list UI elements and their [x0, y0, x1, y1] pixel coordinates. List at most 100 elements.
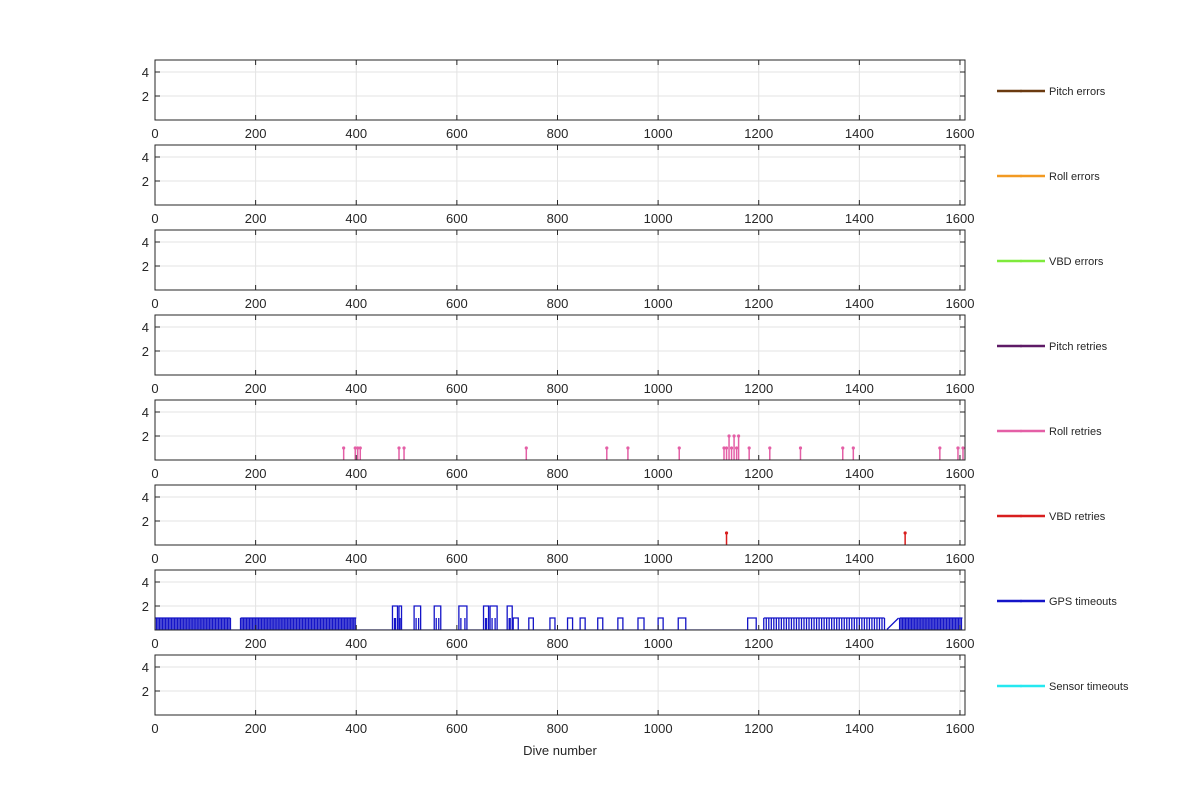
x-tick-label: 800 — [547, 466, 569, 481]
x-tick-label: 800 — [547, 296, 569, 311]
legend-entry: Pitch retries — [997, 341, 1108, 353]
x-tick-label: 1000 — [644, 466, 673, 481]
y-tick-label: 4 — [142, 660, 149, 675]
x-tick-label: 1000 — [644, 721, 673, 736]
legend-label: Roll retries — [1049, 426, 1102, 438]
x-tick-label: 200 — [245, 296, 267, 311]
x-tick-label: 0 — [151, 126, 158, 141]
legend-label: Pitch retries — [1049, 341, 1108, 353]
axes-box — [154, 59, 966, 121]
data-point — [956, 446, 960, 450]
x-tick-label: 0 — [151, 211, 158, 226]
x-tick-label: 1600 — [946, 466, 975, 481]
panel-5: 0 200 400 600 800 1000 1200 1400 1600 2 4 Roll retr… — [142, 399, 1102, 481]
plot-area — [155, 230, 965, 290]
x-tick-label: 800 — [547, 211, 569, 226]
data-point — [402, 446, 406, 450]
x-tick-label: 0 — [151, 381, 158, 396]
x-tick-label: 200 — [245, 636, 267, 651]
y-tick-label: 2 — [142, 344, 149, 359]
legend-marker — [1019, 599, 1023, 603]
panel-6: 0 200 400 600 800 1000 1200 1400 1600 2 4 VBD retri… — [142, 484, 1106, 566]
x-tick-label: 1600 — [946, 636, 975, 651]
x-tick-label: 800 — [547, 721, 569, 736]
data-point — [961, 446, 965, 450]
x-tick-label: 1000 — [644, 126, 673, 141]
panel-8: 0 200 400 600 800 1000 1200 1400 1600 2 4 Sensor ti… — [142, 654, 1129, 736]
data-point — [397, 446, 401, 450]
data-point — [734, 446, 739, 450]
x-tick-label: 800 — [547, 636, 569, 651]
data-point — [747, 446, 751, 450]
axes-box — [154, 229, 966, 291]
x-tick-label: 1000 — [644, 211, 673, 226]
x-tick-label: 200 — [245, 466, 267, 481]
x-tick-label: 800 — [547, 126, 569, 141]
legend-label: VBD retries — [1049, 511, 1106, 523]
data-point — [727, 434, 731, 438]
y-tick-label: 4 — [142, 320, 149, 335]
x-tick-label: 1600 — [946, 551, 975, 566]
x-tick-label: 1400 — [845, 211, 874, 226]
series-6-marks — [724, 531, 907, 545]
x-tick-label: 1400 — [845, 551, 874, 566]
x-tick-label: 1400 — [845, 636, 874, 651]
legend-marker — [1019, 344, 1023, 348]
data-point — [342, 446, 346, 450]
data-point — [524, 446, 528, 450]
data-point — [768, 446, 772, 450]
x-tick-label: 0 — [151, 466, 158, 481]
y-tick-label: 4 — [142, 65, 149, 80]
x-tick-label: 600 — [446, 636, 468, 651]
legend-entry: GPS timeouts — [997, 596, 1117, 608]
x-tick-label: 400 — [345, 466, 367, 481]
x-tick-label: 1600 — [946, 296, 975, 311]
data-point — [353, 446, 357, 450]
data-point — [677, 446, 681, 450]
legend-label: VBD errors — [1049, 256, 1104, 268]
x-tick-label: 0 — [151, 721, 158, 736]
y-tick-label: 2 — [142, 174, 149, 189]
x-tick-label: 200 — [245, 551, 267, 566]
y-tick-label: 2 — [142, 684, 149, 699]
plot-area — [155, 485, 965, 545]
legend-entry: Roll errors — [997, 171, 1100, 183]
x-tick-label: 1200 — [744, 126, 773, 141]
x-tick-label: 200 — [245, 721, 267, 736]
data-point — [724, 446, 729, 450]
x-tick-label: 0 — [151, 296, 158, 311]
series-5-marks — [342, 434, 965, 460]
legend-marker — [1019, 514, 1023, 518]
data-point — [841, 446, 845, 450]
x-tick-label: 1400 — [845, 466, 874, 481]
legend-entry: Sensor timeouts — [997, 681, 1129, 693]
y-tick-label: 2 — [142, 514, 149, 529]
x-tick-label: 200 — [245, 126, 267, 141]
legend-label: Pitch errors — [1049, 86, 1106, 98]
x-tick-label: 600 — [446, 551, 468, 566]
legend-entry: VBD retries — [997, 511, 1106, 523]
x-axis-label: Dive number — [523, 743, 597, 758]
x-tick-label: 1600 — [946, 211, 975, 226]
x-tick-label: 400 — [345, 636, 367, 651]
x-tick-label: 1600 — [946, 721, 975, 736]
y-tick-label: 4 — [142, 490, 149, 505]
x-tick-label: 400 — [345, 551, 367, 566]
x-tick-label: 1200 — [744, 466, 773, 481]
x-tick-label: 1000 — [644, 296, 673, 311]
axes-box — [154, 569, 966, 631]
x-tick-label: 200 — [245, 211, 267, 226]
x-tick-label: 600 — [446, 211, 468, 226]
legend-entry: VBD errors — [997, 256, 1104, 268]
x-tick-label: 1400 — [845, 126, 874, 141]
legend-marker — [1019, 89, 1023, 93]
y-tick-label: 4 — [142, 235, 149, 250]
y-tick-label: 2 — [142, 259, 149, 274]
series-7-marks — [155, 605, 963, 630]
y-tick-label: 4 — [142, 575, 149, 590]
x-tick-label: 1400 — [845, 381, 874, 396]
y-tick-label: 2 — [142, 429, 149, 444]
x-tick-label: 0 — [151, 636, 158, 651]
